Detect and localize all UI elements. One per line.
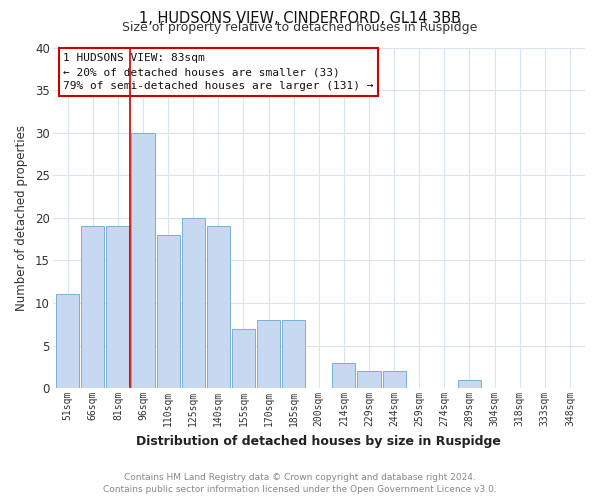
Bar — [257, 320, 280, 388]
X-axis label: Distribution of detached houses by size in Ruspidge: Distribution of detached houses by size … — [136, 434, 501, 448]
Bar — [282, 320, 305, 388]
Bar — [106, 226, 130, 388]
Bar — [56, 294, 79, 388]
Bar — [182, 218, 205, 388]
Bar — [207, 226, 230, 388]
Bar — [81, 226, 104, 388]
Bar — [157, 235, 179, 388]
Bar — [458, 380, 481, 388]
Bar — [332, 362, 355, 388]
Text: Size of property relative to detached houses in Ruspidge: Size of property relative to detached ho… — [122, 22, 478, 35]
Text: Contains HM Land Registry data © Crown copyright and database right 2024.
Contai: Contains HM Land Registry data © Crown c… — [103, 472, 497, 494]
Text: 1, HUDSONS VIEW, CINDERFORD, GL14 3BB: 1, HUDSONS VIEW, CINDERFORD, GL14 3BB — [139, 11, 461, 26]
Bar — [232, 328, 255, 388]
Y-axis label: Number of detached properties: Number of detached properties — [15, 125, 28, 311]
Bar — [131, 132, 155, 388]
Bar — [383, 371, 406, 388]
Text: 1 HUDSONS VIEW: 83sqm
← 20% of detached houses are smaller (33)
79% of semi-deta: 1 HUDSONS VIEW: 83sqm ← 20% of detached … — [63, 52, 374, 92]
Bar — [358, 371, 380, 388]
